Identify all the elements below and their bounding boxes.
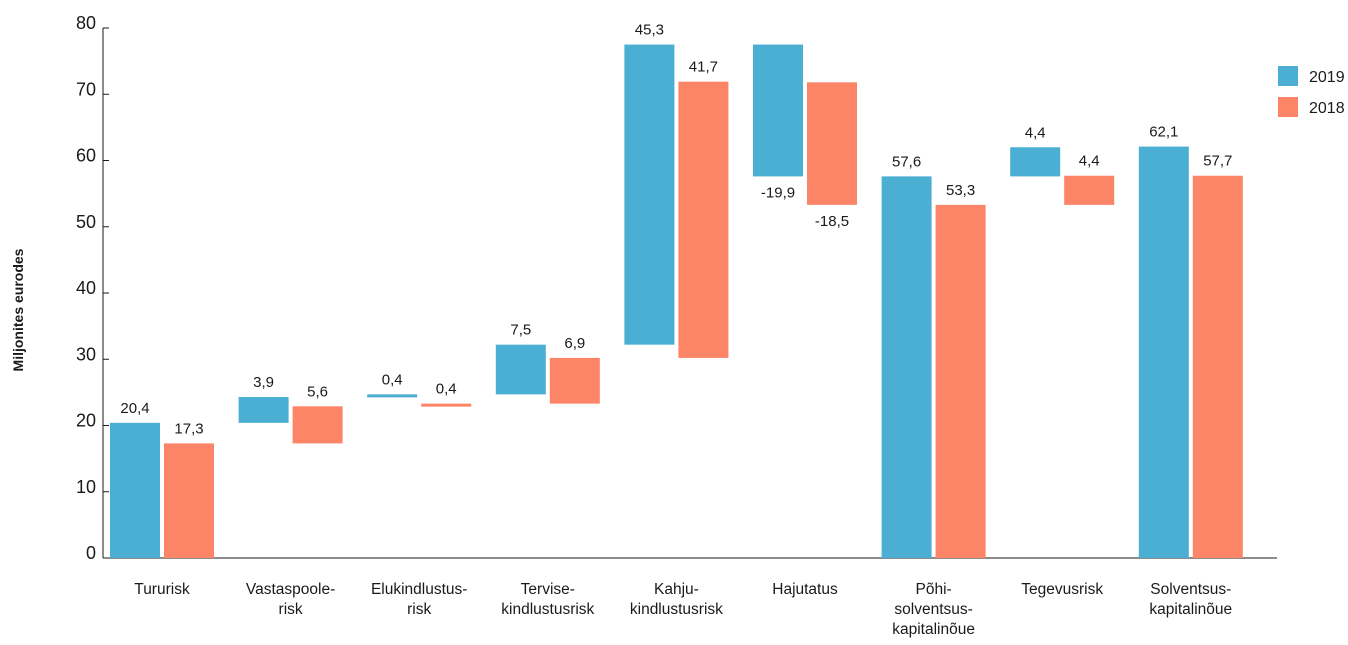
data-label-2018: 4,4 bbox=[1079, 153, 1100, 170]
y-axis-title: Miljonites eurodes bbox=[10, 248, 26, 371]
data-label-2018: 6,9 bbox=[564, 335, 585, 352]
y-tick-label: 40 bbox=[76, 278, 96, 298]
data-label-2019: 45,3 bbox=[635, 22, 664, 39]
bar-2019 bbox=[1010, 147, 1061, 177]
data-label-2019: 3,9 bbox=[253, 374, 274, 391]
bars bbox=[110, 44, 1243, 559]
data-label-2018: -18,5 bbox=[815, 213, 849, 230]
legend-swatch-2019 bbox=[1278, 66, 1298, 86]
y-tick-label: 80 bbox=[76, 13, 96, 33]
x-category-label: Tervise-kindlustusrisk bbox=[501, 581, 594, 618]
bar-2018 bbox=[164, 443, 214, 558]
bar-2018 bbox=[1192, 175, 1243, 559]
bar-2019 bbox=[881, 176, 932, 558]
bar-2018 bbox=[807, 82, 857, 205]
y-tick-label: 70 bbox=[76, 79, 96, 99]
data-label-2019: 0,4 bbox=[382, 371, 403, 388]
category-labels: Tururisk Vastaspoole-risk Elukindlustus-ri… bbox=[134, 581, 1232, 638]
data-label-2019: -19,9 bbox=[761, 184, 795, 201]
legend-label-2019: 2019 bbox=[1309, 69, 1345, 86]
data-label-2019: 20,4 bbox=[120, 400, 149, 417]
y-tick-label: 50 bbox=[76, 212, 96, 232]
data-label-2018: 57,7 bbox=[1203, 153, 1232, 170]
x-category-label: Tururisk bbox=[134, 581, 190, 598]
bar-2019 bbox=[110, 422, 160, 558]
x-category-label: Hajutatus bbox=[772, 581, 838, 598]
bar-2018 bbox=[292, 406, 343, 444]
x-category-label: Elukindlustus-risk bbox=[371, 581, 468, 618]
bar-2018 bbox=[421, 403, 472, 407]
legend: 2019 2018 bbox=[1278, 66, 1345, 117]
data-label-2018: 53,3 bbox=[946, 182, 975, 199]
bar-2018 bbox=[935, 204, 986, 558]
data-label-2018: 5,6 bbox=[307, 383, 328, 400]
data-label-2019: 4,4 bbox=[1025, 124, 1046, 141]
bar-2018 bbox=[549, 357, 600, 404]
data-label-2019: 62,1 bbox=[1149, 124, 1178, 141]
value-labels: 20,4 17,3 3,9 5,6 0,4 0,4 7,5 6,9 45,3 41,7 -19,9 -… bbox=[120, 22, 1232, 438]
bar-2019 bbox=[624, 44, 675, 345]
bar-2019 bbox=[238, 397, 289, 423]
data-label-2019: 7,5 bbox=[510, 322, 531, 339]
y-tick-label: 20 bbox=[76, 411, 96, 431]
y-tick-label: 60 bbox=[76, 146, 96, 166]
bar-2019 bbox=[495, 344, 546, 395]
data-label-2019: 57,6 bbox=[892, 153, 921, 170]
y-tick-label: 10 bbox=[76, 477, 96, 497]
bar-2019 bbox=[367, 394, 418, 398]
x-category-label: Kahju-kindlustusrisk bbox=[630, 581, 723, 618]
data-label-2018: 41,7 bbox=[689, 59, 718, 76]
y-tick-label: 30 bbox=[76, 344, 96, 364]
data-label-2018: 0,4 bbox=[436, 381, 457, 398]
bar-2019 bbox=[753, 44, 803, 177]
x-category-label: Tegevusrisk bbox=[1021, 581, 1103, 598]
bar-2018 bbox=[1064, 175, 1115, 205]
x-category-label: Vastaspoole-risk bbox=[246, 581, 335, 618]
data-label-2018: 17,3 bbox=[174, 420, 203, 437]
legend-swatch-2018 bbox=[1278, 97, 1298, 117]
bar-2018 bbox=[678, 81, 729, 358]
bar-2019 bbox=[1138, 146, 1189, 558]
axes: 0 10 20 30 40 50 60 70 80 bbox=[76, 13, 1277, 563]
y-tick-label: 0 bbox=[86, 543, 96, 563]
legend-label-2018: 2018 bbox=[1309, 100, 1345, 117]
x-category-label: Solventsus-kapitalinõue bbox=[1149, 581, 1232, 618]
x-category-label: Põhi-solventsus-kapitalinõue bbox=[892, 581, 975, 638]
